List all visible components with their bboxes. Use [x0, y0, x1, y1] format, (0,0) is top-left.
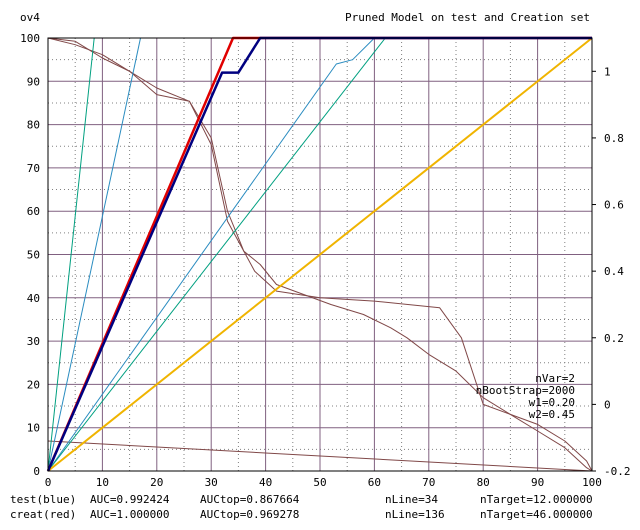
y2-tick-label: -0.2 [604, 465, 631, 478]
footer-cell: nTarget=12.000000 [480, 493, 593, 506]
series-line-guide_c [47, 37, 375, 472]
footer-cell: AUCtop=0.867664 [200, 493, 300, 506]
y-tick-label: 60 [27, 205, 40, 218]
stats-annotation: nVar=2 [535, 372, 575, 385]
plot-area: 0 10 20 30 40 50 60 70 80 90 100010203040506070809… [10, 32, 631, 521]
series-line-score_a [47, 37, 593, 472]
stats-annotation: w2=0.45 [529, 408, 575, 421]
y-tick-label: 40 [27, 292, 40, 305]
x-tick-label: 70 [422, 476, 435, 489]
footer-cell: nTarget=46.000000 [480, 508, 593, 521]
y-tick-label: 10 [27, 422, 40, 435]
series-line-score_c [47, 440, 593, 472]
y-tick-label: 50 [27, 249, 40, 262]
x-tick-label: 0 [45, 476, 52, 489]
x-tick-label: 40 [259, 476, 272, 489]
y-tick-label: 80 [27, 119, 40, 132]
y2-tick-label: 0 [604, 398, 611, 411]
x-tick-label: 50 [313, 476, 326, 489]
series-line-guide_d [47, 37, 386, 472]
x-tick-label: 80 [477, 476, 490, 489]
y2-tick-label: 0.8 [604, 132, 624, 145]
x-tick-label: 20 [150, 476, 163, 489]
plot-frame [47, 37, 593, 472]
footer-cell: AUC=0.992424 [90, 493, 170, 506]
series-line-guide_a [47, 37, 95, 472]
corner-label: ov4 [20, 11, 40, 24]
x-tick-label: 90 [531, 476, 544, 489]
y2-tick-label: 0.2 [604, 332, 624, 345]
footer-cell: nLine=136 [385, 508, 445, 521]
footer-cell: AUCtop=0.969278 [200, 508, 299, 521]
y2-tick-label: 1 [604, 65, 611, 78]
series-line-guide_b [47, 37, 141, 472]
footer-cell: AUC=1.000000 [90, 508, 169, 521]
y-tick-label: 90 [27, 75, 40, 88]
y2-tick-label: 0.6 [604, 199, 624, 212]
footer-cell: test(blue) [10, 493, 76, 506]
series-line-random [47, 37, 593, 472]
y-tick-label: 20 [27, 378, 40, 391]
x-tick-label: 60 [368, 476, 381, 489]
stats-annotation: nBootStrap=2000 [476, 384, 575, 397]
series-line-score_b [47, 37, 593, 472]
x-tick-label: 30 [205, 476, 218, 489]
x-tick-label: 10 [96, 476, 109, 489]
y-tick-label: 0 [33, 465, 40, 478]
y-tick-label: 100 [20, 32, 40, 45]
chart-title: Pruned Model on test and Creation set [345, 11, 590, 24]
y-tick-label: 70 [27, 162, 40, 175]
y-tick-label: 30 [27, 335, 40, 348]
footer-cell: nLine=34 [385, 493, 438, 506]
footer-cell: creat(red) [10, 508, 76, 521]
y2-tick-label: 0.4 [604, 265, 624, 278]
stats-annotation: w1=0.20 [529, 396, 575, 409]
x-tick-label: 100 [582, 476, 602, 489]
